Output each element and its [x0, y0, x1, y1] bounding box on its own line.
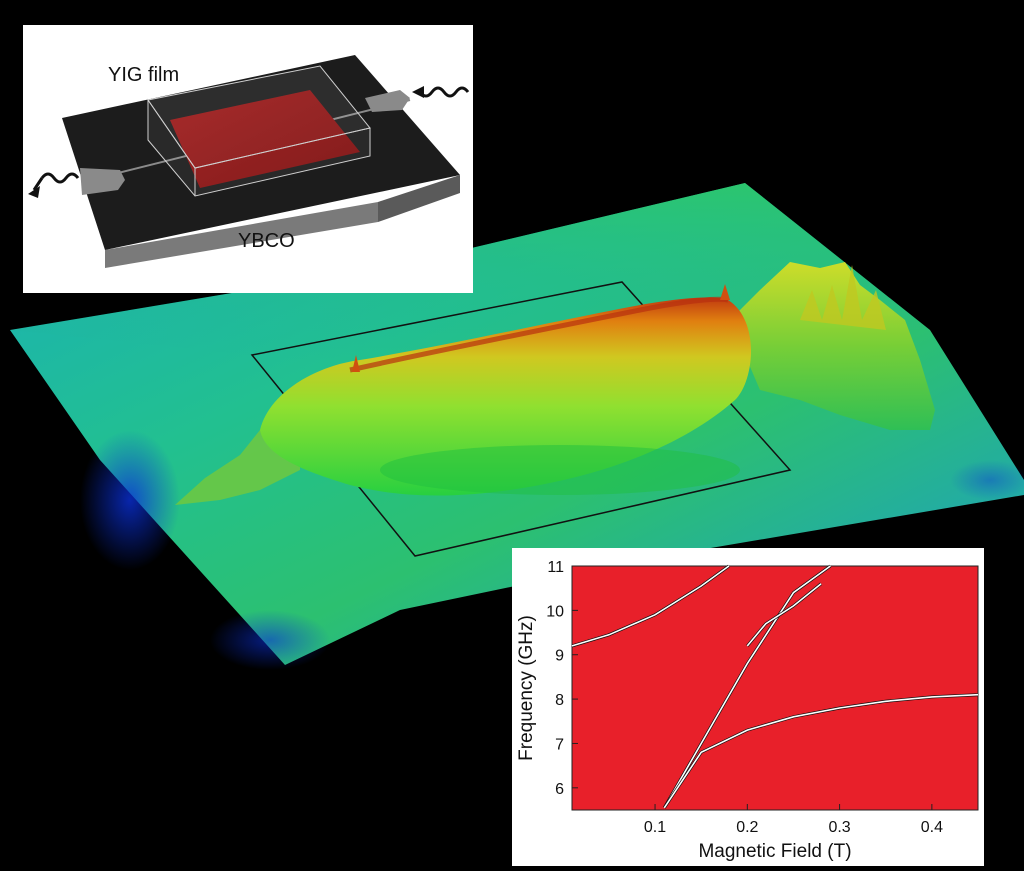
yig-film-label: YIG film [108, 64, 179, 86]
right-port-pad [365, 90, 410, 112]
right-end-structure [730, 262, 935, 430]
yig-film-bottom [170, 90, 360, 188]
x-axis-ticks: 0.1 0.2 0.3 0.4 [644, 804, 943, 836]
x-tick-label: 0.3 [828, 819, 850, 836]
blue-region-bottom [210, 610, 330, 670]
spectrum-line-3 [746, 583, 822, 647]
y-tick-label: 6 [555, 781, 564, 798]
ybco-label: YBCO [238, 230, 295, 252]
yig-box-front [147, 98, 371, 197]
bulge-shadow [380, 445, 740, 495]
spectrum-line-0 [571, 565, 730, 647]
ybco-slab-side-right [378, 175, 460, 222]
y-axis-label: Frequency (GHz) [516, 615, 537, 761]
output-arrowhead [28, 186, 40, 198]
blue-region-left [80, 430, 180, 570]
input-arrowhead [412, 86, 424, 98]
blue-region-right [950, 460, 1024, 500]
film-outline [250, 281, 792, 557]
y-axis-ticks: 6 7 8 9 10 11 [546, 559, 578, 798]
x-tick-label: 0.2 [736, 819, 758, 836]
right-end-spikes [800, 265, 886, 330]
x-tick-label: 0.4 [921, 819, 943, 836]
y-tick-label: 7 [555, 736, 564, 753]
spectrum-chart: 0.1 0.2 0.3 0.4 6 7 8 9 10 11 Magnetic Field (T)… [512, 548, 984, 866]
output-wave-arrow [40, 172, 80, 184]
ybco-slab-side-front [105, 202, 378, 268]
spectrum-lines [571, 564, 979, 809]
left-port-pad [80, 168, 125, 195]
spike-left [352, 355, 360, 372]
device-inset: YIG film YBCO [23, 25, 473, 293]
y-tick-label: 10 [546, 603, 564, 620]
x-tick-label: 0.1 [644, 819, 666, 836]
bulge [260, 297, 752, 496]
output-wave-tail [32, 177, 44, 191]
spectrum-line-1 [663, 565, 831, 809]
y-tick-label: 11 [547, 559, 564, 576]
spike-right [720, 284, 730, 300]
x-axis-label: Magnetic Field (T) [698, 841, 851, 862]
input-wave-arrow [418, 86, 470, 98]
y-tick-label: 8 [555, 692, 564, 709]
y-tick-label: 9 [555, 648, 564, 665]
spectrum-line-2 [663, 693, 979, 809]
spectrum-plot-area [571, 565, 979, 811]
surface-plot [10, 183, 1024, 670]
bulge-top-ridge [349, 296, 729, 373]
